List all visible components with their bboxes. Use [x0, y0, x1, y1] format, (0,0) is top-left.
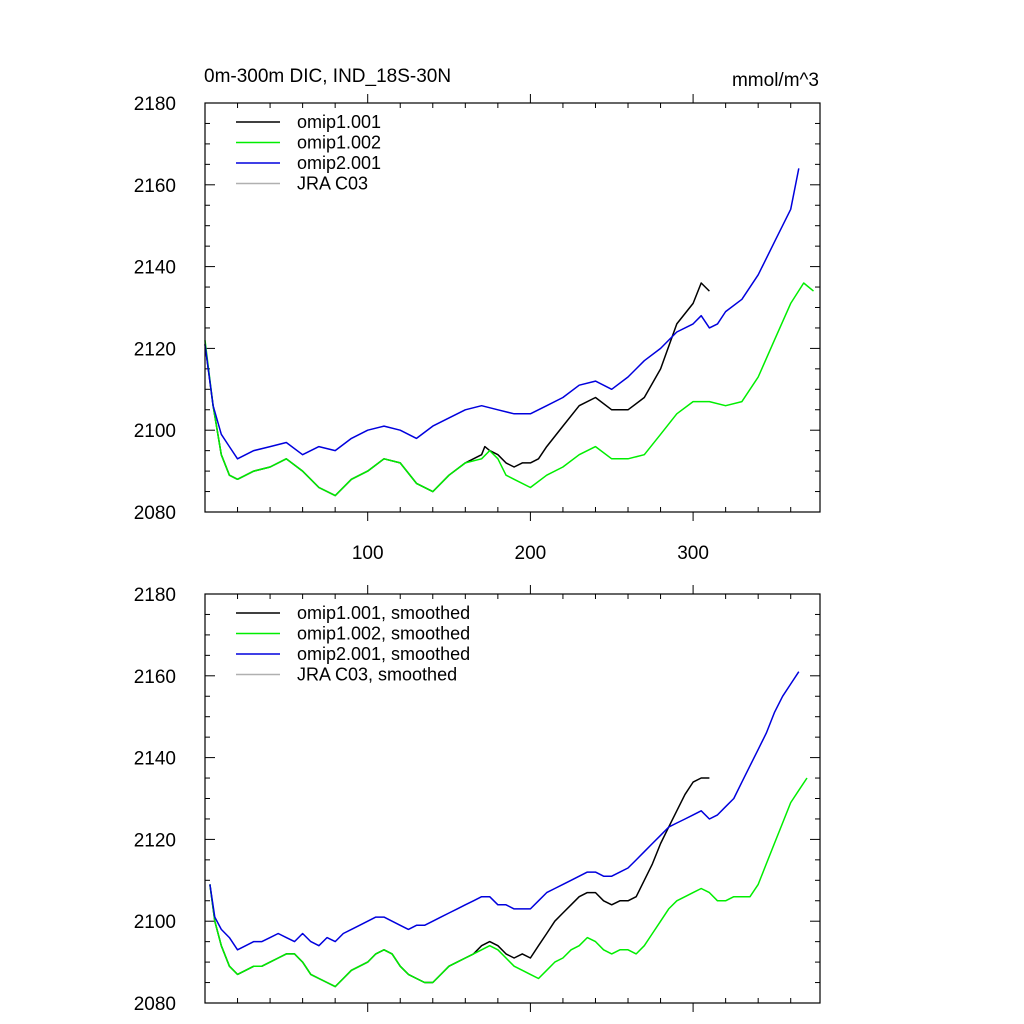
bottom-legend-label: omip2.001, smoothed — [297, 644, 470, 664]
bottom-y-tick-label: 2180 — [134, 585, 176, 606]
top-legend-label: omip1.001 — [297, 112, 381, 132]
top-y-tick-label: 2180 — [134, 94, 176, 115]
top-y-tick-label: 2100 — [134, 421, 176, 442]
top-y-tick-label: 2120 — [134, 339, 176, 360]
top-series-line-1 — [204, 282, 710, 497]
bottom-y-tick-label: 2080 — [134, 994, 176, 1015]
bottom-y-tick-label: 2160 — [134, 667, 176, 688]
bottom-series-line-2 — [209, 777, 808, 988]
top-x-tick-label: 300 — [677, 543, 709, 564]
bottom-plot-frame — [204, 593, 821, 1004]
top-plot-units: mmol/m^3 — [731, 70, 819, 91]
bottom-series-line-3 — [209, 671, 800, 951]
top-y-tick-label: 2080 — [134, 503, 176, 524]
top-legend-label: omip1.002 — [297, 133, 381, 153]
top-series-line-2 — [204, 282, 814, 497]
top-legend-label: JRA C03 — [297, 174, 368, 194]
bottom-plot-panel: 2080 2100 2120 2140 2160 2180 omip1.001, smoot… — [134, 585, 821, 1015]
top-plot-title: 0m-300m DIC, IND_18S-30N — [204, 66, 452, 87]
top-x-tick-label: 100 — [352, 543, 384, 564]
top-series-line-3 — [204, 168, 800, 460]
bottom-y-tick-label: 2120 — [134, 830, 176, 851]
bottom-legend-label: omip1.001, smoothed — [297, 603, 470, 623]
top-x-tick-label: 200 — [515, 543, 547, 564]
top-legend-label: omip2.001 — [297, 153, 381, 173]
top-y-tick-label: 2160 — [134, 176, 176, 197]
top-y-tick-label: 2140 — [134, 258, 176, 279]
bottom-legend-label: JRA C03, smoothed — [297, 665, 457, 685]
top-plot-frame — [204, 102, 821, 513]
bottom-legend-label: omip1.002, smoothed — [297, 624, 470, 644]
bottom-y-tick-label: 2140 — [134, 749, 176, 770]
bottom-y-tick-label: 2100 — [134, 912, 176, 933]
top-plot-panel: 2080 2100 2120 2140 2160 2180 100 200 300 omip1.0… — [134, 94, 821, 564]
